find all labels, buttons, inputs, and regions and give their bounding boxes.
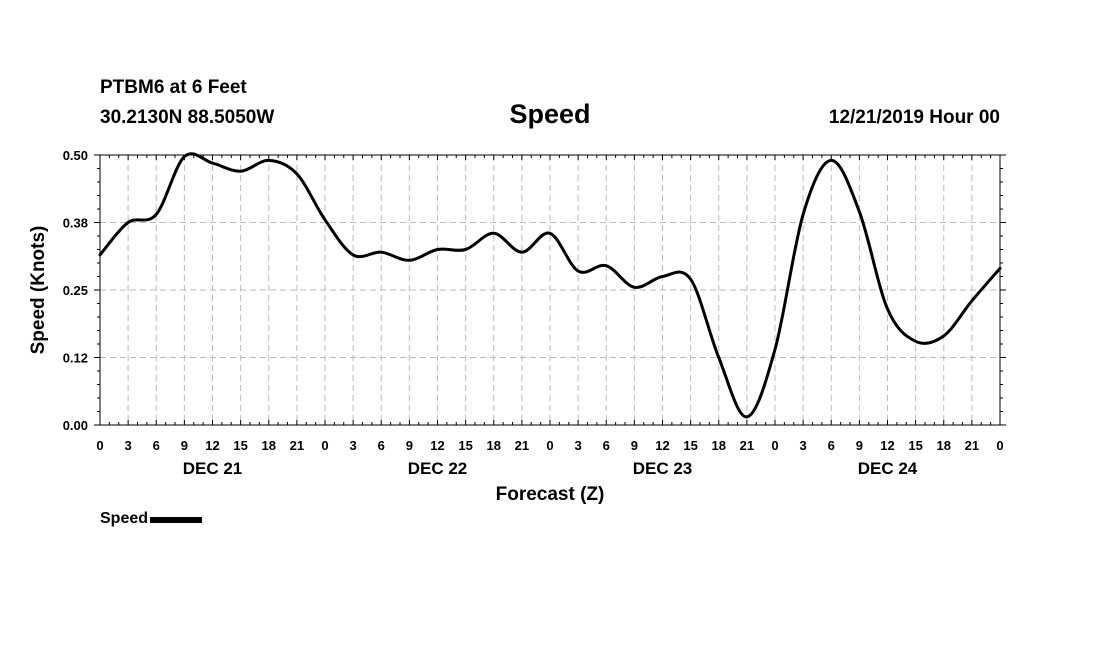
x-tick-label: 18 bbox=[937, 438, 951, 453]
x-tick-label: 6 bbox=[378, 438, 385, 453]
x-tick-label: 12 bbox=[655, 438, 669, 453]
legend: Speed bbox=[100, 510, 203, 528]
x-tick-label: 21 bbox=[515, 438, 529, 453]
x-tick-label: 3 bbox=[575, 438, 582, 453]
day-label: DEC 22 bbox=[408, 459, 468, 478]
x-tick-label: 6 bbox=[153, 438, 160, 453]
x-axis-title: Forecast (Z) bbox=[496, 484, 605, 505]
x-tick-label: 15 bbox=[683, 438, 697, 453]
x-tick-label: 0 bbox=[546, 438, 553, 453]
day-labels: DEC 21 DEC 22 DEC 23 DEC 24 bbox=[183, 459, 918, 478]
x-tick-label: 15 bbox=[458, 438, 472, 453]
legend-label: Speed bbox=[100, 510, 149, 527]
x-tick-label: 9 bbox=[631, 438, 638, 453]
legend-swatch-speed bbox=[150, 517, 203, 523]
grid-lines bbox=[100, 155, 1000, 425]
x-tick-label: 6 bbox=[828, 438, 835, 453]
y-tick-label: 0.12 bbox=[63, 351, 88, 366]
station-label: PTBM6 at 6 Feet bbox=[100, 77, 247, 98]
x-tick-label: 9 bbox=[856, 438, 863, 453]
x-tick-labels: 0 3 6 9 12 15 18 21 0 3 6 9 12 15 18 21 0 3 6 9 12 15 18 21 0 3 6 9… bbox=[96, 438, 1003, 453]
x-tick-label: 3 bbox=[350, 438, 357, 453]
x-tick-label: 3 bbox=[800, 438, 807, 453]
x-tick-label: 15 bbox=[908, 438, 922, 453]
x-tick-label: 0 bbox=[96, 438, 103, 453]
day-label: DEC 21 bbox=[183, 459, 243, 478]
y-tick-labels: 0.00 0.12 0.25 0.38 0.50 bbox=[63, 148, 88, 433]
coordinates-label: 30.2130N 88.5050W bbox=[100, 107, 275, 128]
x-tick-label: 18 bbox=[262, 438, 276, 453]
y-tick-label: 0.25 bbox=[63, 283, 88, 298]
x-tick-label: 18 bbox=[712, 438, 726, 453]
x-tick-label: 12 bbox=[880, 438, 894, 453]
x-tick-label: 0 bbox=[321, 438, 328, 453]
x-tick-label: 18 bbox=[487, 438, 501, 453]
x-tick-label: 12 bbox=[430, 438, 444, 453]
x-tick-label: 9 bbox=[181, 438, 188, 453]
x-tick-label: 21 bbox=[290, 438, 304, 453]
x-tick-label: 3 bbox=[125, 438, 132, 453]
plot-frame bbox=[99, 154, 1001, 426]
x-tick-label: 15 bbox=[233, 438, 247, 453]
y-tick-label: 0.38 bbox=[63, 216, 88, 231]
forecast-run-label: 12/21/2019 Hour 00 bbox=[828, 107, 1000, 128]
x-tick-label: 12 bbox=[205, 438, 219, 453]
x-tick-label: 0 bbox=[771, 438, 778, 453]
y-tick-label: 0.00 bbox=[63, 418, 88, 433]
speed-series-line bbox=[98, 152, 1002, 419]
chart-title: Speed bbox=[509, 99, 591, 129]
y-tick-label: 0.50 bbox=[63, 148, 88, 163]
day-label: DEC 23 bbox=[633, 459, 693, 478]
x-tick-label: 6 bbox=[603, 438, 610, 453]
x-tick-label: 0 bbox=[996, 438, 1003, 453]
x-tick-label: 9 bbox=[406, 438, 413, 453]
x-tick-label: 21 bbox=[740, 438, 754, 453]
day-label: DEC 24 bbox=[858, 459, 918, 478]
y-axis-title: Speed (Knots) bbox=[28, 226, 49, 355]
x-tick-label: 21 bbox=[965, 438, 979, 453]
